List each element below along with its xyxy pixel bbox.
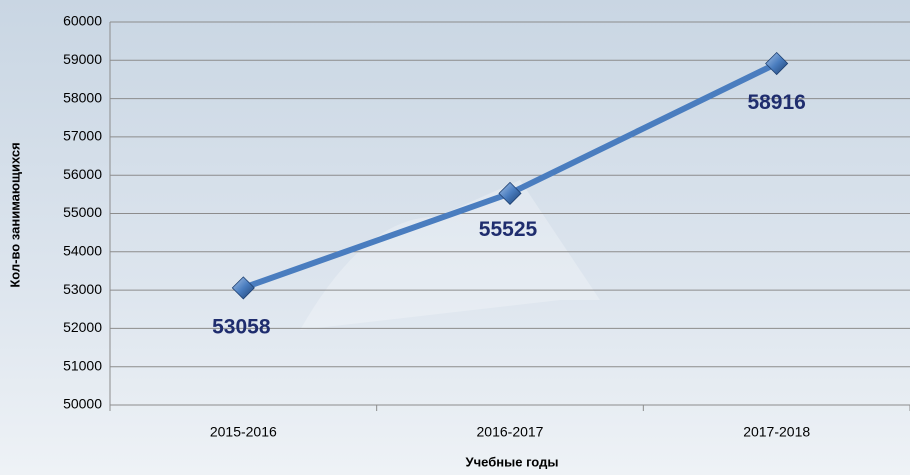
y-tick-label: 51000 — [63, 357, 102, 373]
y-tick-label: 54000 — [63, 243, 102, 259]
y-tick-label: 59000 — [63, 51, 102, 67]
x-tick-label: 2015-2016 — [210, 424, 277, 440]
y-tick-label: 53000 — [63, 281, 102, 297]
data-label: 53058 — [212, 315, 271, 338]
y-tick-label: 60000 — [63, 13, 102, 29]
data-label: 58916 — [747, 91, 805, 114]
y-axis-title: Кол-во занимающихся — [7, 142, 22, 287]
x-tick-label: 2017-2018 — [743, 424, 810, 440]
y-tick-label: 56000 — [63, 166, 102, 182]
y-tick-label: 58000 — [63, 89, 102, 105]
y-tick-label: 55000 — [63, 204, 102, 220]
y-tick-label: 52000 — [63, 319, 102, 335]
chart: Учебные годы Кол-во занимающихся 50000 51… — [0, 0, 910, 475]
y-tick-label: 57000 — [63, 128, 102, 144]
x-axis-title: Учебные годы — [466, 454, 559, 469]
x-tick-label: 2016-2017 — [477, 424, 544, 440]
data-label: 55525 — [479, 218, 538, 241]
y-tick-label: 50000 — [63, 396, 102, 412]
